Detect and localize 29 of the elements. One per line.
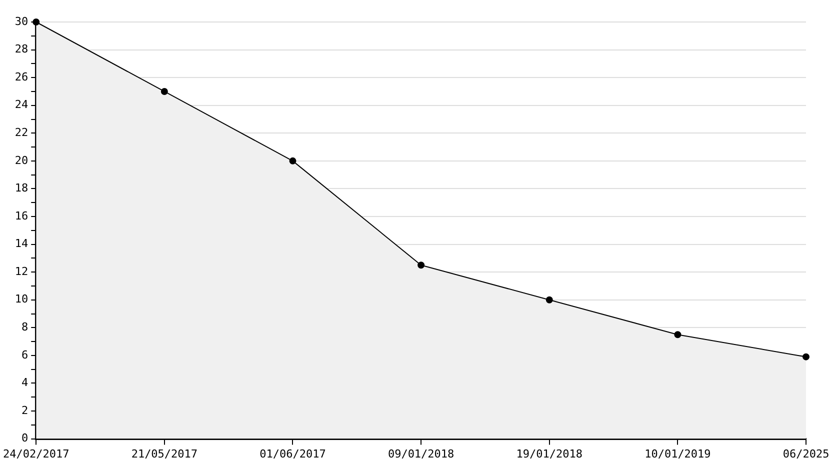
point xyxy=(160,88,168,95)
y-tick-label: 24 xyxy=(14,98,28,112)
x-tick-label: 01/06/2017 xyxy=(260,447,326,460)
y-tick-label: 16 xyxy=(14,209,28,222)
x-tick-label: 24/02/2017 xyxy=(2,447,70,460)
y-tick-label: 18 xyxy=(14,182,28,195)
y-tick-label: 28 xyxy=(14,42,28,56)
point xyxy=(289,157,296,164)
x-tick-label: 09/01/2018 xyxy=(388,447,454,460)
y-tick-label: 10 xyxy=(14,292,28,306)
point xyxy=(418,262,425,269)
point xyxy=(802,353,810,360)
x-tick-label: 21/05/2017 xyxy=(131,447,198,460)
y-tick-label: 14 xyxy=(14,237,28,250)
y-tick-label: 8 xyxy=(21,320,28,334)
x-tick-label: 10/01/2019 xyxy=(644,447,711,460)
y-tick-label: 0 xyxy=(21,432,28,445)
y-tick-label: 6 xyxy=(21,348,28,362)
point xyxy=(674,331,682,338)
y-tick-label: 12 xyxy=(14,264,28,278)
y-tick-label: 30 xyxy=(14,14,28,28)
x-tick-label: 06/2025 xyxy=(782,447,830,460)
y-tick-label: 26 xyxy=(14,70,28,84)
y-tick-label: 2 xyxy=(21,404,28,417)
y-tick-label: 20 xyxy=(14,154,28,167)
point xyxy=(546,296,553,304)
y-tick-label: 22 xyxy=(14,126,28,140)
y-tick-label: 4 xyxy=(21,376,28,390)
x-tick-label: 19/01/2018 xyxy=(516,447,582,460)
